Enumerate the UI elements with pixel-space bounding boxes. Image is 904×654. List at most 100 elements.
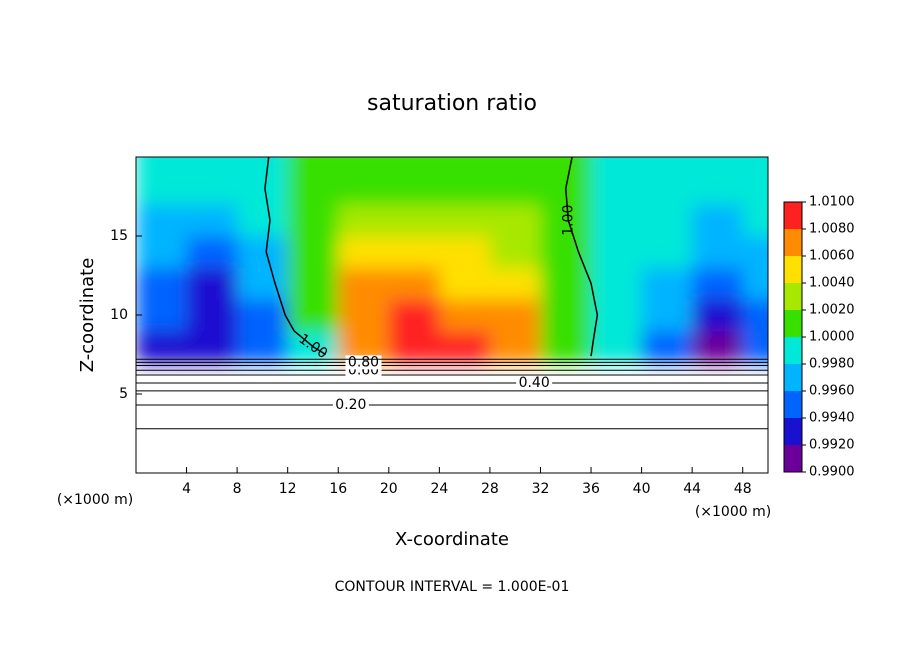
colorbar-label: 0.9980	[809, 357, 855, 372]
colorbar-label: 1.0020	[809, 303, 855, 318]
colorbar-swatch	[784, 310, 802, 337]
x-tick-label: 40	[633, 481, 651, 497]
field-cell	[439, 267, 491, 300]
field-cell	[489, 267, 541, 300]
contour-label-bg	[516, 375, 553, 390]
field-cell	[489, 172, 541, 205]
field-cell	[641, 172, 693, 205]
field-cell	[388, 330, 440, 363]
field-cell	[692, 204, 744, 237]
colorbar-swatch	[784, 283, 802, 310]
field-cell	[338, 157, 390, 174]
field-cell	[540, 267, 592, 300]
field-cell	[338, 236, 390, 269]
field-cell	[338, 172, 390, 205]
field-cell	[186, 236, 238, 269]
x-tick-label: 8	[233, 481, 242, 497]
field-cell	[591, 172, 643, 205]
field-cell	[338, 299, 390, 332]
x-tick-label: 32	[532, 481, 550, 497]
x-tick-label: 20	[380, 481, 398, 497]
field-cell	[540, 330, 592, 363]
x-tick-label: 24	[430, 481, 448, 497]
field-cell	[692, 267, 744, 300]
field-cell	[489, 299, 541, 332]
field-cell	[186, 330, 238, 363]
field-cell	[186, 299, 238, 332]
y-tick-label: 15	[110, 228, 128, 244]
field-cell	[692, 330, 744, 363]
x-axis-label: X-coordinate	[395, 529, 509, 550]
colorbar: 0.9900 0.9920 0.9940 0.9960 0.9980 1.0000 1.00…	[783, 195, 855, 480]
colorbar-label: 0.9940	[809, 411, 855, 426]
contour-label-bg	[332, 398, 369, 413]
field-cell	[742, 172, 768, 205]
field-cell	[742, 157, 768, 174]
field-cell	[237, 330, 289, 363]
field-cell	[439, 204, 491, 237]
plot-area: 0.200.400.600.801.001.00	[136, 157, 768, 473]
colorbar-swatch	[784, 391, 802, 418]
field-cell	[591, 267, 643, 300]
field-cell	[591, 204, 643, 237]
field-cell	[489, 330, 541, 363]
field-cell	[540, 236, 592, 269]
field-cell	[287, 299, 339, 332]
field-cell	[439, 330, 491, 363]
chart-title: saturation ratio	[367, 91, 537, 116]
field-cell	[388, 299, 440, 332]
colorbar-label: 1.0100	[809, 195, 855, 210]
field-cell	[692, 299, 744, 332]
colorbar-label: 1.0040	[809, 276, 855, 291]
field-cell	[692, 157, 744, 174]
field-cell	[489, 204, 541, 237]
field-cell	[388, 204, 440, 237]
field-cell	[540, 299, 592, 332]
unity-contour	[264, 157, 326, 356]
colorbar-swatch	[784, 256, 802, 283]
field-cell	[439, 236, 491, 269]
colorbar-swatch	[784, 364, 802, 391]
colorbar-swatch	[784, 202, 802, 229]
field-cell	[641, 236, 693, 269]
field-cell	[237, 299, 289, 332]
y-axis-label: Z-coordinate	[77, 258, 98, 373]
footer: CONTOUR INTERVAL = 1.000E-01	[335, 579, 570, 595]
colorbar-label: 0.9920	[809, 438, 855, 453]
colorbar-swatch	[784, 418, 802, 445]
contour-label: 0.20	[335, 397, 366, 413]
field-cell	[237, 267, 289, 300]
field-cell	[136, 299, 188, 332]
field-cell	[742, 204, 768, 237]
field-cell	[237, 157, 289, 174]
field-cell	[388, 267, 440, 300]
field-cell	[136, 330, 188, 363]
x-tick-label: 48	[734, 481, 752, 497]
x-tick-label: 16	[329, 481, 347, 497]
field-cell	[439, 172, 491, 205]
field-cell	[186, 204, 238, 237]
field-cell	[641, 267, 693, 300]
field-cell	[591, 299, 643, 332]
x-tick-label: 4	[182, 481, 191, 497]
y-tick-label: 10	[110, 307, 128, 323]
field-cell	[388, 236, 440, 269]
field-cell	[186, 267, 238, 300]
field-cell	[439, 157, 491, 174]
field-cell	[237, 204, 289, 237]
field-cell	[136, 172, 188, 205]
field-cell	[287, 204, 339, 237]
contour-label: 0.80	[348, 354, 379, 370]
colorbar-swatch	[784, 445, 802, 472]
field-cell	[540, 204, 592, 237]
contour-label: 0.40	[519, 375, 550, 391]
field-cell	[287, 157, 339, 174]
field-cell	[338, 204, 390, 237]
contours: 0.200.400.600.801.001.00	[136, 157, 768, 430]
field-cell	[136, 204, 188, 237]
field-cell	[136, 267, 188, 300]
field-cell	[591, 157, 643, 174]
field-cell	[237, 172, 289, 205]
field	[136, 157, 768, 363]
field-cell	[338, 267, 390, 300]
